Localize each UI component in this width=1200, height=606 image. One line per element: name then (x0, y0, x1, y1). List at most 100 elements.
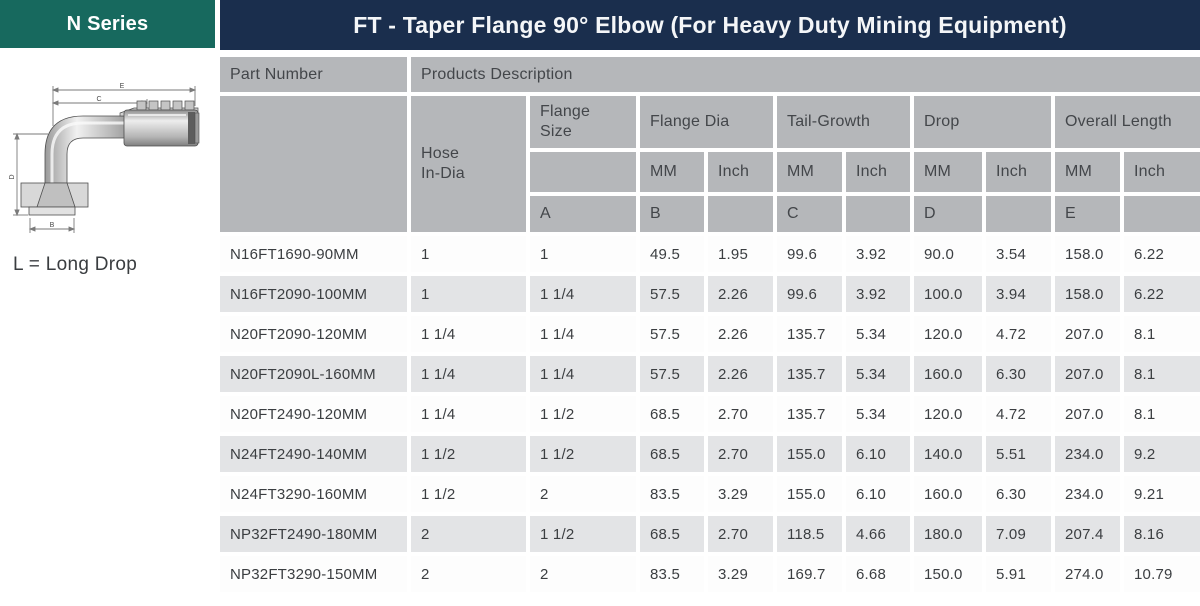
table-cell: 1.95 (708, 236, 773, 272)
table-cell: 2.26 (708, 276, 773, 312)
table-cell: 100.0 (914, 276, 982, 312)
flange (20, 182, 89, 216)
table-cell: 135.7 (777, 316, 842, 352)
table-cell: 6.22 (1124, 276, 1200, 312)
table-cell: 9.21 (1124, 476, 1200, 512)
dimension-label-e: E (120, 83, 125, 90)
table-cell: 1 1/2 (530, 396, 636, 432)
table-cell: 140.0 (914, 436, 982, 472)
table-cell: 6.10 (846, 436, 910, 472)
table-cell: 274.0 (1055, 556, 1120, 592)
header-letter-d: D (914, 196, 982, 232)
header-unit-inch: Inch (1124, 152, 1200, 192)
header-blank (220, 96, 407, 232)
table-cell: 1 1/2 (411, 476, 526, 512)
table-cell: 160.0 (914, 476, 982, 512)
table-cell: 2 (530, 476, 636, 512)
table-cell: 158.0 (1055, 236, 1120, 272)
table-cell: 207.4 (1055, 516, 1120, 552)
header-blank (1124, 196, 1200, 232)
table-cell: 5.91 (986, 556, 1051, 592)
table-cell: 234.0 (1055, 476, 1120, 512)
header-blank (708, 196, 773, 232)
table-cell: 5.34 (846, 396, 910, 432)
table-cell: 3.29 (708, 476, 773, 512)
header-blank (986, 196, 1051, 232)
header-blank (846, 196, 910, 232)
table-cell: 150.0 (914, 556, 982, 592)
table-cell: 90.0 (914, 236, 982, 272)
dimension-label-b: B (50, 222, 55, 229)
elbow-tube (44, 115, 137, 195)
table-cell: 2.26 (708, 356, 773, 392)
table-cell: 135.7 (777, 356, 842, 392)
part-number-cell: N20FT2090L-160MM (220, 356, 407, 392)
header-letter-b: B (640, 196, 704, 232)
table-cell: 160.0 (914, 356, 982, 392)
technical-drawing: E C D B (8, 82, 220, 240)
table-cell: 3.94 (986, 276, 1051, 312)
table-cell: 3.54 (986, 236, 1051, 272)
header-unit-mm: MM (914, 152, 982, 192)
series-label: N Series (66, 12, 149, 35)
header-unit-inch: Inch (708, 152, 773, 192)
table-cell: 49.5 (640, 236, 704, 272)
dimension-line-overall-length (51, 86, 197, 126)
table-cell: 83.5 (640, 476, 704, 512)
table-cell: 120.0 (914, 396, 982, 432)
elbow-fitting-drawing: E C D B (9, 83, 200, 233)
ferrule (123, 109, 200, 147)
header-letter-e: E (1055, 196, 1120, 232)
table-cell: 120.0 (914, 316, 982, 352)
table-cell: 1 (411, 276, 526, 312)
page-title: FT - Taper Flange 90° Elbow (For Heavy D… (353, 11, 1067, 38)
table-cell: 2 (530, 556, 636, 592)
table-cell: 4.66 (846, 516, 910, 552)
table-cell: 1 1/4 (411, 396, 526, 432)
table-cell: 155.0 (777, 476, 842, 512)
header-hose-in-dia: Hose In-Dia (411, 96, 526, 232)
table-cell: 3.92 (846, 236, 910, 272)
table-cell: 6.10 (846, 476, 910, 512)
header-flange-size: Flange Size (530, 96, 636, 148)
table-cell: 57.5 (640, 276, 704, 312)
table-cell: 8.1 (1124, 356, 1200, 392)
table-cell: 155.0 (777, 436, 842, 472)
table-cell: 1 1/4 (411, 316, 526, 352)
dimension-label-d: D (9, 174, 16, 179)
dimension-line-flange-dia (28, 218, 76, 233)
table-cell: 83.5 (640, 556, 704, 592)
part-number-cell: N24FT3290-160MM (220, 476, 407, 512)
dimension-line-drop (13, 132, 48, 217)
table-cell: 6.30 (986, 356, 1051, 392)
table-cell: 5.34 (846, 316, 910, 352)
table-cell: 1 1/4 (530, 356, 636, 392)
table-cell: 4.72 (986, 316, 1051, 352)
table-cell: 2 (411, 516, 526, 552)
series-badge: N Series (0, 0, 215, 48)
table-cell: 118.5 (777, 516, 842, 552)
table-cell: 180.0 (914, 516, 982, 552)
header-unit-mm: MM (640, 152, 704, 192)
product-table: Part Number Products Description Hose In… (220, 57, 1200, 592)
header-unit-inch: Inch (846, 152, 910, 192)
header-letter-c: C (777, 196, 842, 232)
header-group-flange-dia: Flange Dia (640, 96, 773, 148)
table-cell: 4.72 (986, 396, 1051, 432)
table-cell: 8.16 (1124, 516, 1200, 552)
part-number-cell: N16FT2090-100MM (220, 276, 407, 312)
table-cell: 6.30 (986, 476, 1051, 512)
table-cell: 68.5 (640, 436, 704, 472)
header-products-description: Products Description (411, 57, 1200, 92)
table-cell: 9.2 (1124, 436, 1200, 472)
table-cell: 99.6 (777, 276, 842, 312)
header-unit-mm: MM (1055, 152, 1120, 192)
table-cell: 1 1/2 (530, 516, 636, 552)
table-cell: 207.0 (1055, 396, 1120, 432)
part-number-cell: N24FT2490-140MM (220, 436, 407, 472)
table-cell: 1 (411, 236, 526, 272)
table-cell: 1 1/4 (530, 276, 636, 312)
table-cell: 2.26 (708, 316, 773, 352)
header-blank (530, 152, 636, 192)
table-cell: 8.1 (1124, 316, 1200, 352)
